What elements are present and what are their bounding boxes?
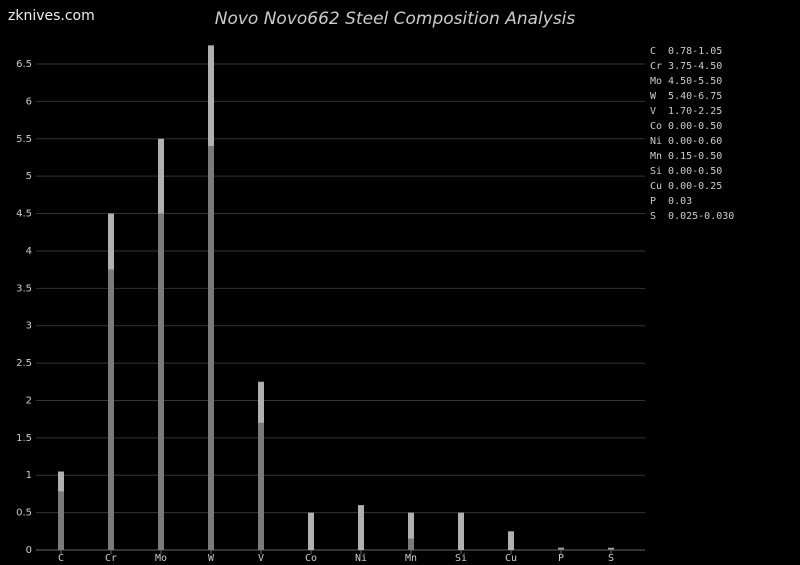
x-tick-label: Mn: [405, 553, 417, 564]
y-tick-label: 1.5: [16, 433, 32, 444]
legend-entry: Cr 3.75-4.50: [650, 61, 722, 72]
bar-range: [108, 213, 114, 270]
x-tick-label: Mo: [155, 553, 167, 564]
y-tick-label: 2: [26, 395, 32, 406]
bar-range: [208, 45, 214, 147]
bar-range: [458, 512, 464, 550]
x-tick-label: Cu: [505, 553, 517, 564]
y-tick-label: 3: [26, 321, 32, 332]
bar-min: [208, 146, 214, 551]
y-tick-label: 6.5: [16, 59, 32, 70]
y-tick-label: 5.5: [16, 134, 32, 145]
bar-range: [58, 471, 64, 492]
x-tick-label: C: [58, 553, 64, 564]
y-tick-label: 0.5: [16, 508, 32, 519]
y-tick-label: 1: [26, 470, 32, 481]
bar-range: [408, 512, 414, 539]
bar-min: [158, 213, 164, 550]
y-tick-label: 5: [26, 171, 32, 182]
y-tick-label: 4.5: [16, 209, 32, 220]
chart-title: Novo Novo662 Steel Composition Analysis: [215, 9, 576, 29]
y-tick-label: 3.5: [16, 283, 32, 294]
bar-min: [608, 548, 614, 550]
bar-min: [558, 547, 564, 550]
bar-range: [508, 531, 514, 550]
legend-entry: Mo 4.50-5.50: [650, 76, 722, 87]
x-tick-label: Co: [305, 553, 317, 564]
legend-entry: V 1.70-2.25: [650, 106, 722, 117]
legend-entry: P 0.03: [650, 196, 692, 207]
legend-entry: Mn 0.15-0.50: [650, 151, 722, 162]
legend-entry: Si 0.00-0.50: [650, 166, 722, 177]
bar-range: [308, 512, 314, 550]
x-tick-label: P: [558, 553, 564, 564]
bar-min: [408, 538, 414, 550]
x-tick-label: S: [608, 553, 614, 564]
bar-range: [608, 547, 614, 549]
legend-entry: C 0.78-1.05: [650, 46, 722, 57]
bar-range: [258, 381, 264, 423]
legend-entry: S 0.025-0.030: [650, 211, 734, 222]
legend-entry: W 5.40-6.75: [650, 91, 722, 102]
x-tick-label: Cr: [105, 553, 117, 564]
x-tick-label: Si: [455, 553, 467, 564]
y-tick-label: 4: [26, 246, 32, 257]
x-tick-label: V: [258, 553, 264, 564]
bar-range: [358, 505, 364, 550]
bar-range: [158, 138, 164, 214]
legend-entry: Ni 0.00-0.60: [650, 136, 722, 147]
bar-min: [258, 422, 264, 550]
y-tick-label: 0: [26, 545, 32, 556]
legend-entry: Cu 0.00-0.25: [650, 181, 722, 192]
bar-min: [58, 491, 64, 550]
x-tick-label: Ni: [355, 553, 367, 564]
x-tick-label: W: [208, 553, 215, 564]
y-tick-label: 6: [26, 96, 32, 107]
watermark: zknives.com: [8, 8, 95, 24]
y-tick-label: 2.5: [16, 358, 32, 369]
bar-min: [108, 269, 114, 550]
bar-range: [558, 547, 564, 549]
legend-entry: Co 0.00-0.50: [650, 121, 722, 132]
